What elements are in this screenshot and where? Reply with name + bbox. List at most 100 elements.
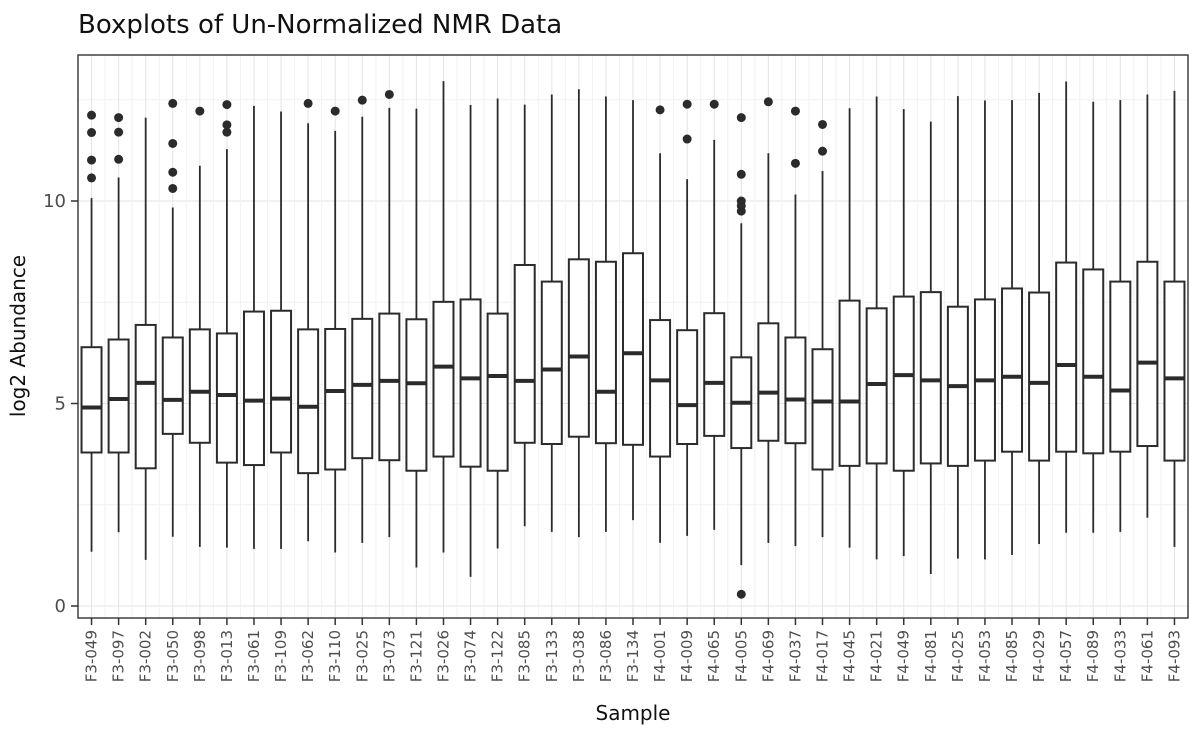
boxplot-F3-074 xyxy=(459,105,482,577)
x-tick-label: F3-134 xyxy=(624,630,642,682)
boxplot-F3-085 xyxy=(513,104,536,527)
outlier-point xyxy=(736,206,746,216)
iqr-box xyxy=(161,336,184,435)
x-tick-label: F4-061 xyxy=(1138,630,1156,682)
boxplot-F4-049 xyxy=(892,109,915,557)
iqr-box xyxy=(134,323,157,470)
x-tick-label: F4-029 xyxy=(1030,630,1048,682)
boxplot-F3-097 xyxy=(107,113,130,533)
boxplot-F4-089 xyxy=(1082,101,1105,533)
boxplot-F4-085 xyxy=(1001,100,1024,555)
y-axis-title: log2 Abundance xyxy=(6,255,30,417)
x-tick-label: F3-013 xyxy=(218,630,236,682)
boxplot-F4-033 xyxy=(1109,100,1132,532)
boxplot-F3-098 xyxy=(188,106,211,547)
x-tick-label: F4-001 xyxy=(651,630,669,682)
outlier-point xyxy=(114,127,124,137)
x-tick-label: F3-061 xyxy=(245,630,263,682)
boxplot-F3-109 xyxy=(270,111,293,549)
x-tick-label: F4-065 xyxy=(705,630,723,682)
iqr-box xyxy=(919,291,942,465)
iqr-box xyxy=(892,295,915,472)
boxplot-F3-133 xyxy=(540,94,563,532)
outlier-point xyxy=(168,183,178,193)
iqr-box xyxy=(1055,261,1078,453)
iqr-box xyxy=(540,280,563,445)
plot-area: 0 5 10 F3-049 F3-097 F3-002 F3-050 F3-098 F3-013… xyxy=(43,54,1189,682)
outlier-point xyxy=(168,98,178,108)
chart-title: Boxplots of Un-Normalized NMR Data xyxy=(78,10,562,40)
y-tick-label: 0 xyxy=(55,596,66,617)
x-tick-label: F3-049 xyxy=(83,630,101,682)
x-tick-label: F3-110 xyxy=(326,630,344,682)
iqr-box xyxy=(513,263,536,444)
outlier-point xyxy=(736,169,746,179)
boxplot-F4-029 xyxy=(1028,92,1051,545)
boxplot-F3-025 xyxy=(351,95,374,543)
boxplot-F4-065 xyxy=(703,99,726,530)
outlier-point xyxy=(168,138,178,148)
outlier-point xyxy=(222,100,232,110)
boxplot-F4-021 xyxy=(865,96,888,560)
iqr-box xyxy=(1028,291,1051,462)
x-tick-label: F3-026 xyxy=(434,630,452,682)
iqr-box xyxy=(1163,280,1186,462)
iqr-box xyxy=(649,319,672,458)
iqr-box xyxy=(270,309,293,454)
boxplot-F3-026 xyxy=(432,81,455,553)
boxplot-F3-038 xyxy=(567,89,590,538)
boxplot-F3-049 xyxy=(80,110,103,552)
outlier-point xyxy=(222,120,232,130)
x-tick-label: F4-009 xyxy=(678,630,696,682)
boxplot-F4-017 xyxy=(811,119,834,538)
x-tick-label: F4-025 xyxy=(949,630,967,682)
boxplot-F3-002 xyxy=(134,117,157,560)
iqr-box xyxy=(107,338,130,454)
boxplot-F4-037 xyxy=(784,106,807,547)
boxplot-F3-073 xyxy=(378,89,401,538)
y-tick-label: 5 xyxy=(55,394,66,415)
boxplot-F4-001 xyxy=(649,105,672,543)
x-tick-label: F3-050 xyxy=(164,630,182,682)
x-tick-label: F3-097 xyxy=(110,630,128,682)
x-tick-label: F4-081 xyxy=(922,630,940,682)
boxplot-F3-134 xyxy=(622,100,644,521)
iqr-box xyxy=(567,258,590,438)
iqr-box xyxy=(1082,268,1105,455)
x-tick-label: F3-002 xyxy=(137,630,155,682)
y-tick-label: 10 xyxy=(43,191,66,212)
outlier-point xyxy=(790,158,800,168)
x-tick-label: F3-073 xyxy=(380,630,398,682)
outlier-point xyxy=(357,95,367,105)
x-tick-label: F4-053 xyxy=(976,630,994,682)
iqr-box xyxy=(622,252,644,446)
iqr-box xyxy=(486,312,509,472)
x-tick-label: F3-122 xyxy=(489,630,507,682)
iqr-box xyxy=(80,346,103,454)
x-tick-label: F3-133 xyxy=(543,630,561,682)
outlier-point xyxy=(763,97,773,107)
x-tick-label: F4-017 xyxy=(814,630,832,682)
x-tick-label: F3-109 xyxy=(272,630,290,682)
x-axis-title: Sample xyxy=(596,701,671,725)
boxplot-F4-093 xyxy=(1163,90,1186,547)
iqr-box xyxy=(1001,287,1024,453)
x-tick-label: F3-085 xyxy=(516,630,534,682)
x-tick-label: F4-033 xyxy=(1111,630,1129,682)
iqr-box xyxy=(811,348,834,471)
outlier-point xyxy=(682,134,692,144)
iqr-box xyxy=(703,312,726,437)
x-tick-label: F4-093 xyxy=(1165,630,1183,682)
outlier-point xyxy=(195,106,205,116)
iqr-box xyxy=(378,312,401,462)
boxplot-F4-061 xyxy=(1136,94,1159,518)
outlier-point xyxy=(87,128,97,138)
boxplot-F4-045 xyxy=(838,108,861,548)
outlier-point xyxy=(114,113,124,123)
boxplot-F4-069 xyxy=(757,97,780,543)
boxplot-F4-025 xyxy=(946,96,969,559)
boxplot-F4-057 xyxy=(1055,81,1078,533)
iqr-box xyxy=(405,318,428,472)
x-tick-label: F4-045 xyxy=(841,630,859,682)
